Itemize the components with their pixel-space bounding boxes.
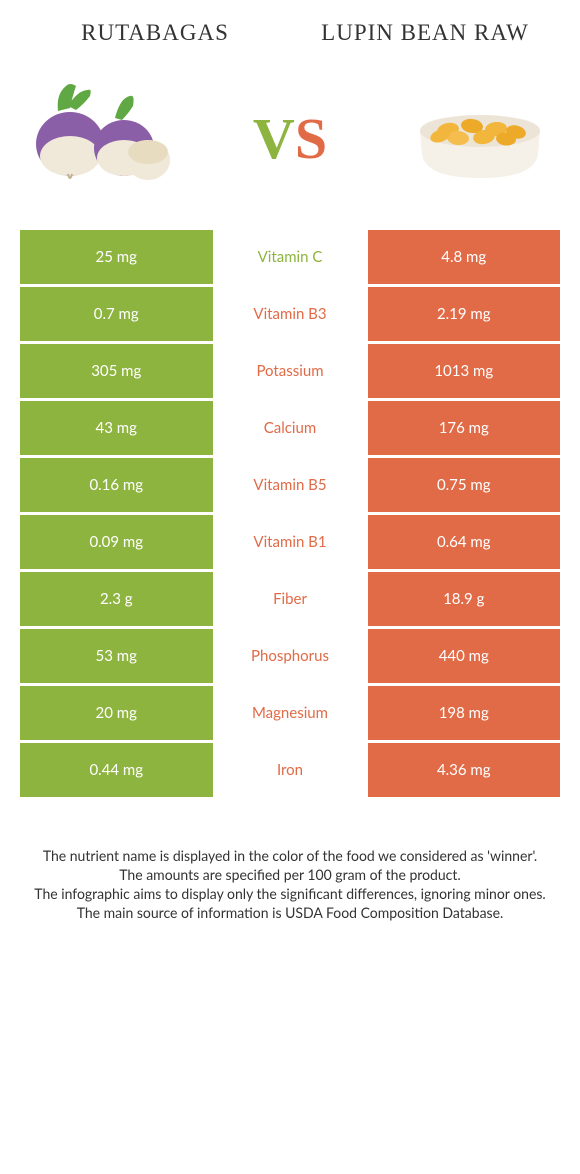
cell-left-value: 2.3 g	[20, 572, 213, 626]
footer-line: The main source of information is USDA F…	[20, 904, 560, 923]
cell-left-value: 305 mg	[20, 344, 213, 398]
cell-nutrient-label: Calcium	[213, 401, 368, 455]
cell-right-value: 4.36 mg	[368, 743, 561, 797]
header-row: Rutabagas LUPIN BEAN RAW	[20, 20, 560, 46]
rutabaga-icon	[20, 76, 180, 200]
cell-right-value: 440 mg	[368, 629, 561, 683]
nutrient-table: 25 mgVitamin C4.8 mg0.7 mgVitamin B32.19…	[20, 230, 560, 797]
cell-left-value: 20 mg	[20, 686, 213, 740]
cell-right-value: 1013 mg	[368, 344, 561, 398]
cell-nutrient-label: Iron	[213, 743, 368, 797]
cell-right-value: 2.19 mg	[368, 287, 561, 341]
cell-right-value: 0.64 mg	[368, 515, 561, 569]
cell-nutrient-label: Vitamin C	[213, 230, 368, 284]
cell-right-value: 0.75 mg	[368, 458, 561, 512]
table-row: 0.7 mgVitamin B32.19 mg	[20, 287, 560, 341]
cell-nutrient-label: Potassium	[213, 344, 368, 398]
table-row: 53 mgPhosphorus440 mg	[20, 629, 560, 683]
cell-nutrient-label: Vitamin B3	[213, 287, 368, 341]
header-right: LUPIN BEAN RAW	[290, 20, 560, 46]
footer-notes: The nutrient name is displayed in the co…	[20, 847, 560, 923]
comparison-image-row: VS	[20, 76, 560, 200]
cell-right-value: 176 mg	[368, 401, 561, 455]
cell-left-value: 43 mg	[20, 401, 213, 455]
cell-left-value: 0.16 mg	[20, 458, 213, 512]
header-left: Rutabagas	[20, 20, 290, 46]
vs-label: VS	[253, 105, 327, 172]
cell-nutrient-label: Magnesium	[213, 686, 368, 740]
vs-s: S	[295, 106, 327, 171]
cell-nutrient-label: Vitamin B5	[213, 458, 368, 512]
cell-nutrient-label: Phosphorus	[213, 629, 368, 683]
footer-line: The amounts are specified per 100 gram o…	[20, 866, 560, 885]
footer-line: The infographic aims to display only the…	[20, 885, 560, 904]
title-right: LUPIN BEAN RAW	[290, 20, 560, 46]
cell-right-value: 18.9 g	[368, 572, 561, 626]
table-row: 0.44 mgIron4.36 mg	[20, 743, 560, 797]
cell-left-value: 0.7 mg	[20, 287, 213, 341]
vs-v: V	[253, 106, 295, 171]
lupin-bean-icon	[400, 76, 560, 200]
table-row: 305 mgPotassium1013 mg	[20, 344, 560, 398]
table-row: 0.09 mgVitamin B10.64 mg	[20, 515, 560, 569]
table-row: 2.3 gFiber18.9 g	[20, 572, 560, 626]
cell-left-value: 0.44 mg	[20, 743, 213, 797]
cell-nutrient-label: Vitamin B1	[213, 515, 368, 569]
cell-left-value: 25 mg	[20, 230, 213, 284]
cell-right-value: 4.8 mg	[368, 230, 561, 284]
table-row: 0.16 mgVitamin B50.75 mg	[20, 458, 560, 512]
cell-left-value: 0.09 mg	[20, 515, 213, 569]
title-left: Rutabagas	[20, 20, 290, 46]
cell-nutrient-label: Fiber	[213, 572, 368, 626]
cell-left-value: 53 mg	[20, 629, 213, 683]
table-row: 43 mgCalcium176 mg	[20, 401, 560, 455]
table-row: 20 mgMagnesium198 mg	[20, 686, 560, 740]
table-row: 25 mgVitamin C4.8 mg	[20, 230, 560, 284]
cell-right-value: 198 mg	[368, 686, 561, 740]
footer-line: The nutrient name is displayed in the co…	[20, 847, 560, 866]
